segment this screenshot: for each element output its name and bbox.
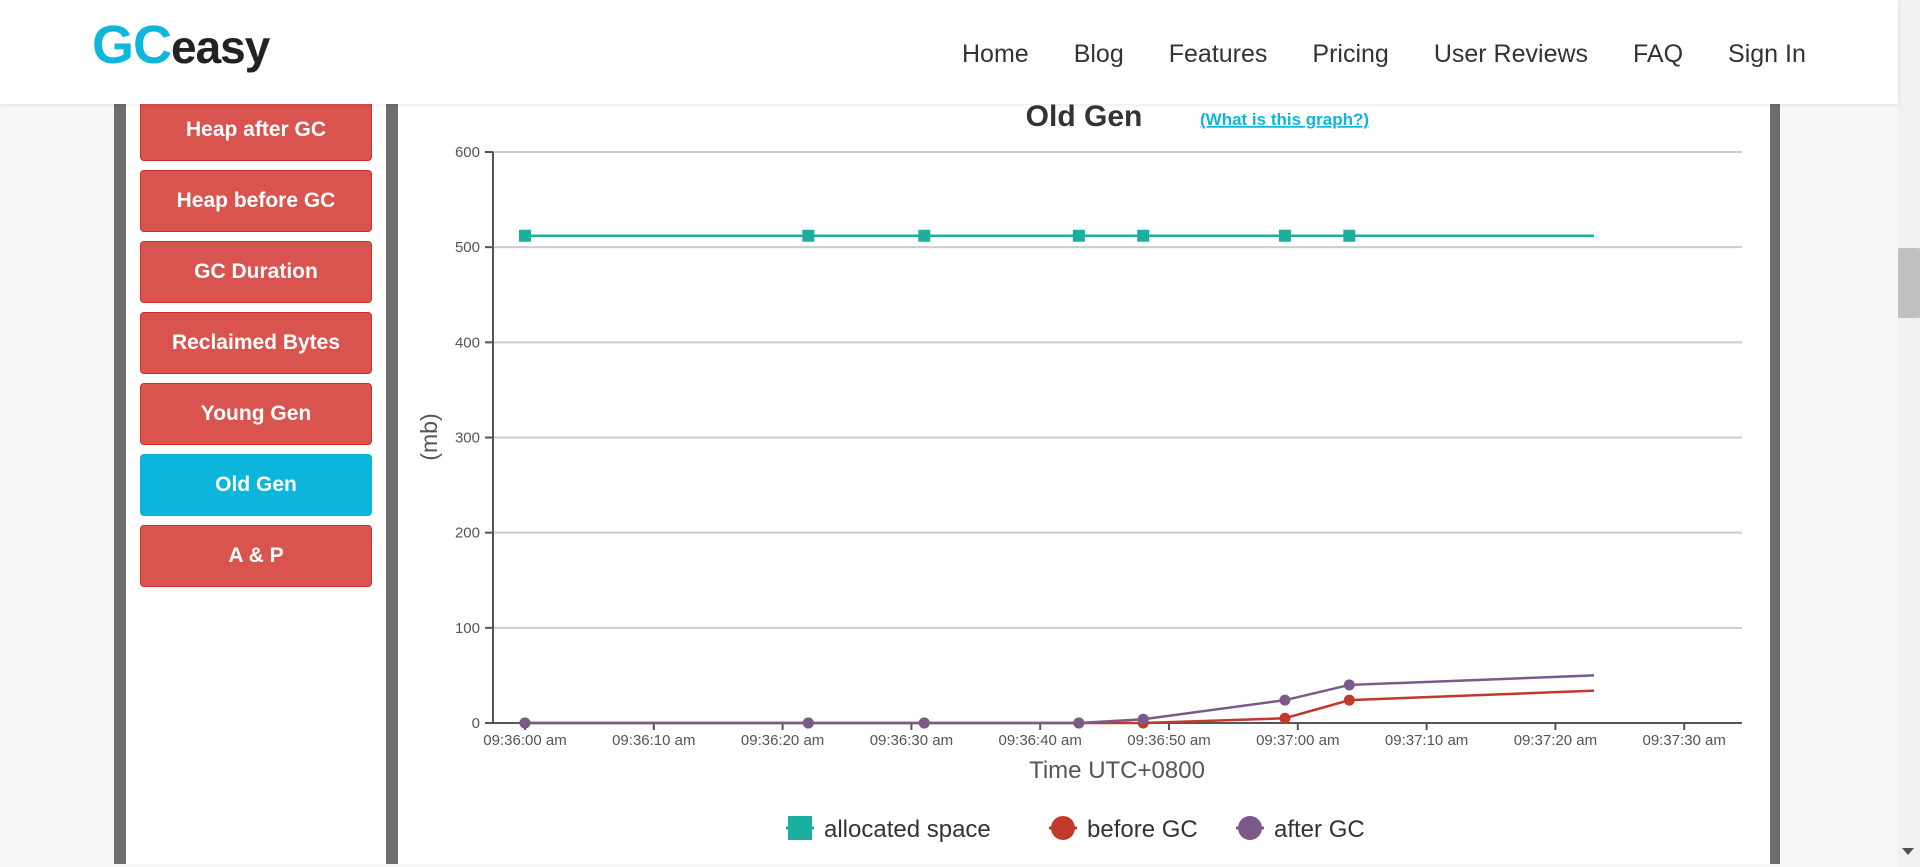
nav-home[interactable]: Home bbox=[962, 40, 1029, 68]
data-point bbox=[1073, 717, 1085, 729]
chart-axes bbox=[485, 151, 1742, 730]
data-point bbox=[802, 717, 814, 729]
x-axis-label: Time UTC+0800 bbox=[1029, 757, 1205, 784]
legend-label: before GC bbox=[1087, 816, 1198, 843]
nav-blog[interactable]: Blog bbox=[1073, 40, 1124, 68]
data-point bbox=[918, 229, 931, 242]
x-tick-label: 09:37:20 am bbox=[1514, 732, 1597, 749]
a-and-p-button[interactable]: A & P bbox=[140, 525, 372, 587]
scrollbar-thumb[interactable] bbox=[1898, 248, 1920, 318]
scroll-down-arrow-icon[interactable] bbox=[1902, 848, 1914, 855]
reclaimed-bytes-button[interactable]: Reclaimed Bytes bbox=[140, 312, 372, 374]
data-point bbox=[802, 229, 815, 242]
x-tick-label: 09:37:10 am bbox=[1385, 732, 1468, 749]
series-line-after-gc bbox=[525, 674, 1595, 725]
x-tick-label: 09:36:30 am bbox=[870, 732, 953, 749]
x-tick-label: 09:36:40 am bbox=[998, 732, 1081, 749]
y-tick-label: 500 bbox=[455, 239, 480, 256]
data-point bbox=[1279, 712, 1291, 724]
chart-series bbox=[519, 229, 1595, 729]
legend-square-icon bbox=[788, 816, 812, 840]
data-point bbox=[519, 229, 531, 242]
data-point bbox=[1343, 679, 1355, 691]
data-point bbox=[519, 717, 531, 729]
data-point bbox=[918, 717, 930, 729]
nav-faq[interactable]: FAQ bbox=[1633, 40, 1684, 68]
data-point bbox=[1137, 229, 1150, 242]
x-tick-label: 09:36:10 am bbox=[612, 732, 695, 749]
legend-label: after GC bbox=[1274, 816, 1365, 843]
nav-features[interactable]: Features bbox=[1168, 40, 1268, 68]
main-nav: Home Blog Features Pricing User Reviews … bbox=[962, 40, 1851, 69]
data-point bbox=[1278, 229, 1291, 242]
legend-label: allocated space bbox=[824, 816, 991, 843]
y-tick-label: 100 bbox=[455, 620, 480, 637]
x-tick-label: 09:36:00 am bbox=[483, 732, 566, 749]
y-tick-labels: 0 100 200 300 400 500 600 bbox=[455, 144, 480, 732]
chart-grid bbox=[493, 151, 1742, 629]
legend-circle-icon bbox=[1051, 816, 1075, 840]
site-header: GCeasy Home Blog Features Pricing User R… bbox=[0, 0, 1898, 104]
nav-sign-in[interactable]: Sign In bbox=[1728, 40, 1806, 68]
heap-after-gc-button[interactable]: Heap after GC bbox=[140, 99, 372, 161]
chart-title: Old Gen bbox=[1026, 100, 1143, 133]
y-tick-label: 400 bbox=[455, 334, 480, 351]
y-tick-label: 0 bbox=[472, 715, 480, 732]
data-point bbox=[1343, 229, 1356, 242]
data-point bbox=[1137, 713, 1149, 725]
logo-gc: GC bbox=[92, 15, 172, 75]
gceasy-logo[interactable]: GCeasy bbox=[92, 14, 270, 76]
legend-circle-icon bbox=[1238, 816, 1262, 840]
page-scrollbar[interactable] bbox=[1898, 0, 1920, 867]
x-tick-labels: 09:36:00 am 09:36:10 am 09:36:20 am 09:36:3… bbox=[483, 732, 1726, 749]
logo-easy: easy bbox=[171, 21, 270, 73]
x-tick-label: 09:36:20 am bbox=[741, 732, 824, 749]
what-is-this-graph-link[interactable]: (What is this graph?) bbox=[1200, 110, 1369, 129]
heap-before-gc-button[interactable]: Heap before GC bbox=[140, 170, 372, 232]
y-axis-label: (mb) bbox=[416, 413, 442, 460]
y-tick-label: 200 bbox=[455, 525, 480, 542]
gc-duration-button[interactable]: GC Duration bbox=[140, 241, 372, 303]
nav-pricing[interactable]: Pricing bbox=[1312, 40, 1389, 68]
nav-user-reviews[interactable]: User Reviews bbox=[1433, 40, 1589, 68]
x-tick-label: 09:36:50 am bbox=[1127, 732, 1210, 749]
series-line-before-gc bbox=[525, 689, 1595, 725]
y-tick-label: 600 bbox=[455, 144, 480, 161]
chart-legend: allocated space before GC after GC bbox=[786, 816, 1365, 843]
y-tick-label: 300 bbox=[455, 430, 480, 447]
x-tick-label: 09:37:00 am bbox=[1256, 732, 1339, 749]
data-point bbox=[1279, 694, 1291, 706]
young-gen-button[interactable]: Young Gen bbox=[140, 383, 372, 445]
data-point bbox=[1343, 694, 1355, 706]
data-point bbox=[1072, 229, 1085, 242]
old-gen-button[interactable]: Old Gen bbox=[140, 454, 372, 516]
x-tick-label: 09:37:30 am bbox=[1642, 732, 1725, 749]
